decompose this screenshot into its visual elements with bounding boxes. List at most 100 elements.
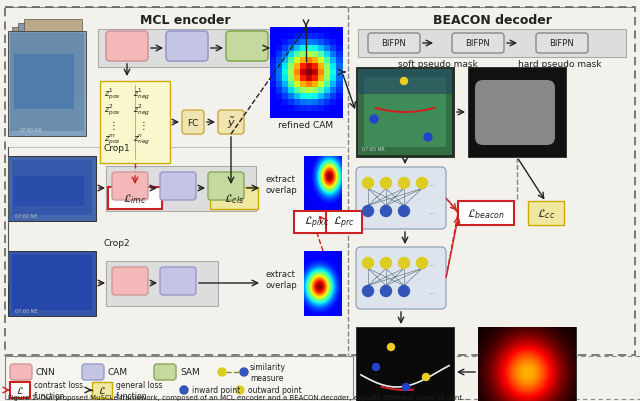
Bar — [329, 298, 330, 299]
Bar — [339, 168, 340, 170]
Bar — [309, 281, 310, 282]
Bar — [544, 363, 545, 364]
Bar — [532, 391, 533, 392]
Bar — [311, 286, 312, 287]
Bar — [538, 386, 539, 387]
Bar — [543, 364, 544, 365]
Bar — [514, 370, 515, 371]
Bar — [322, 180, 323, 182]
Bar — [336, 278, 337, 279]
Bar — [526, 351, 527, 352]
Bar — [322, 282, 323, 283]
Bar — [316, 190, 317, 192]
Bar — [528, 375, 529, 376]
Bar — [528, 362, 529, 363]
Bar — [516, 398, 517, 399]
Bar — [564, 331, 565, 332]
Bar — [570, 370, 571, 371]
Bar — [567, 330, 568, 331]
Bar — [312, 277, 313, 278]
Bar — [556, 334, 557, 335]
Bar — [323, 201, 324, 203]
Bar — [332, 295, 333, 296]
Bar — [334, 297, 335, 298]
Bar — [316, 280, 317, 281]
Bar — [532, 375, 533, 376]
Bar — [310, 304, 311, 305]
Bar — [308, 278, 309, 279]
Bar — [509, 341, 510, 342]
Bar — [312, 282, 313, 283]
Bar — [574, 356, 575, 357]
Bar — [552, 359, 553, 360]
Bar — [482, 391, 483, 392]
Bar — [306, 274, 307, 275]
Bar — [534, 340, 535, 341]
Bar — [568, 341, 569, 342]
Bar — [479, 338, 480, 339]
Bar — [562, 354, 563, 355]
Bar — [332, 190, 333, 192]
Bar — [510, 347, 511, 348]
Bar — [338, 290, 339, 291]
Bar — [304, 170, 305, 172]
Bar — [502, 338, 503, 339]
Bar — [320, 251, 321, 252]
Bar — [526, 354, 527, 355]
Bar — [507, 352, 508, 353]
Bar — [332, 209, 333, 211]
Bar — [491, 369, 492, 370]
Bar — [314, 278, 315, 279]
Bar — [328, 301, 329, 302]
Bar — [572, 343, 573, 344]
Bar — [307, 188, 308, 190]
Bar — [511, 371, 512, 372]
Bar — [329, 196, 330, 198]
Bar — [574, 383, 575, 384]
Bar — [505, 388, 506, 389]
Bar — [318, 283, 319, 284]
Bar — [340, 274, 341, 275]
Bar — [513, 393, 514, 394]
Bar — [487, 350, 488, 351]
Bar — [556, 330, 557, 331]
Bar — [512, 379, 513, 380]
Bar — [570, 340, 571, 341]
Bar — [564, 383, 565, 384]
Bar — [486, 332, 487, 333]
Bar — [308, 298, 309, 299]
Bar — [560, 380, 561, 381]
Bar — [334, 196, 335, 198]
Bar — [327, 259, 328, 260]
Bar — [557, 352, 558, 353]
Bar — [525, 358, 526, 359]
Bar — [333, 182, 334, 184]
Bar — [339, 269, 340, 270]
Bar — [320, 259, 321, 260]
Bar — [305, 219, 306, 221]
Bar — [330, 255, 331, 256]
Bar — [488, 365, 489, 366]
Bar — [556, 329, 557, 330]
Bar — [517, 378, 518, 379]
Bar — [541, 383, 542, 384]
Bar — [497, 376, 498, 377]
Bar — [514, 377, 515, 378]
Bar — [567, 385, 568, 386]
Bar — [334, 207, 335, 209]
Bar — [549, 384, 550, 385]
Bar — [496, 384, 497, 385]
Bar — [513, 377, 514, 378]
Bar — [311, 292, 312, 293]
Bar — [322, 277, 323, 278]
Bar — [308, 205, 309, 207]
Bar — [325, 314, 326, 315]
Bar — [309, 268, 310, 269]
Bar — [560, 339, 561, 340]
Bar — [493, 367, 494, 368]
Bar — [328, 311, 329, 312]
Bar — [493, 335, 494, 336]
Bar — [484, 376, 485, 377]
Bar — [537, 395, 538, 396]
Bar — [496, 381, 497, 382]
